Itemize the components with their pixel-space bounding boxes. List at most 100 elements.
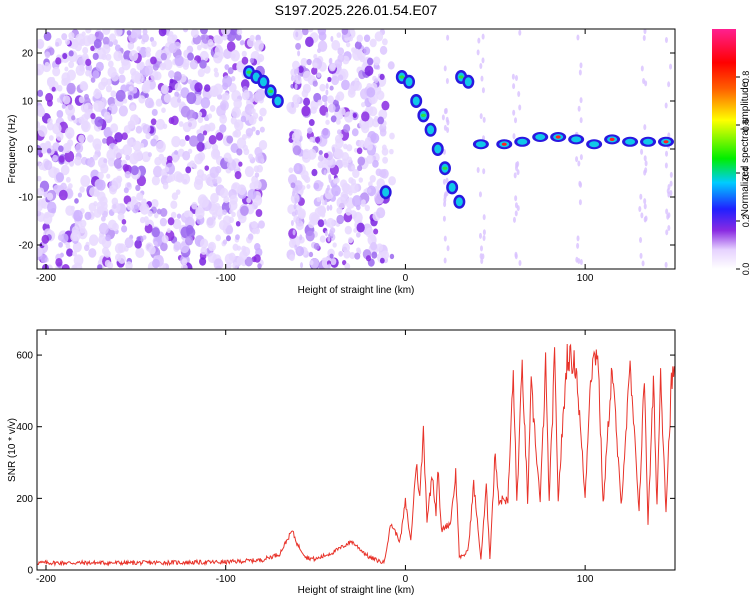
noise-blob xyxy=(150,138,157,147)
noise-blob xyxy=(295,220,304,231)
spectrogram-noise xyxy=(37,29,673,269)
noise-blob xyxy=(382,156,389,164)
noise-blob xyxy=(368,106,378,117)
noise-blob xyxy=(241,56,249,65)
noise-blob xyxy=(514,117,518,124)
noise-blob xyxy=(219,114,228,124)
noise-blob xyxy=(168,70,175,79)
noise-blob xyxy=(70,205,75,211)
noise-blob xyxy=(44,61,50,68)
noise-blob xyxy=(65,243,71,249)
noise-blob xyxy=(247,189,257,200)
noise-blob xyxy=(317,99,323,106)
noise-blob xyxy=(441,114,445,121)
noise-blob xyxy=(306,58,312,66)
snr-x-ticks: -200 -100 0 100 xyxy=(36,330,594,585)
noise-blob xyxy=(186,92,197,105)
noise-blob xyxy=(210,192,219,204)
noise-blob xyxy=(297,208,306,219)
noise-blob xyxy=(92,138,102,150)
noise-blob xyxy=(187,52,194,61)
noise-blob xyxy=(229,208,234,214)
noise-blob xyxy=(365,255,372,262)
noise-blob xyxy=(294,83,298,90)
y-tick-label: 200 xyxy=(16,494,33,505)
noise-blob xyxy=(55,41,60,47)
y-tick-label: 10 xyxy=(22,97,34,108)
signal-point-core xyxy=(427,125,435,135)
noise-blob xyxy=(211,143,219,152)
noise-blob xyxy=(296,67,300,74)
noise-blob xyxy=(225,225,234,235)
noise-blob xyxy=(37,210,42,217)
noise-blob xyxy=(230,49,240,62)
noise-blob xyxy=(87,33,97,45)
noise-blob xyxy=(665,150,669,157)
noise-blob xyxy=(249,34,255,42)
noise-blob xyxy=(330,115,337,123)
noise-blob xyxy=(576,34,580,41)
noise-blob xyxy=(214,71,220,78)
noise-blob xyxy=(136,236,141,242)
noise-blob xyxy=(579,97,583,104)
noise-blob xyxy=(75,33,85,46)
noise-blob xyxy=(356,147,363,155)
noise-blob xyxy=(240,205,249,216)
noise-blob xyxy=(344,225,352,235)
noise-blob xyxy=(203,43,209,50)
colorbar-gradient xyxy=(712,29,736,269)
noise-blob xyxy=(135,125,143,134)
noise-blob xyxy=(237,184,247,196)
noise-blob xyxy=(113,158,123,169)
noise-blob xyxy=(307,29,314,33)
noise-blob xyxy=(222,75,233,88)
x-tick-label: -100 xyxy=(216,574,236,585)
noise-blob xyxy=(363,46,371,56)
noise-blob xyxy=(37,125,48,137)
noise-blob xyxy=(294,244,298,251)
noise-blob xyxy=(238,161,243,167)
noise-blob xyxy=(155,118,166,130)
noise-blob xyxy=(87,134,94,143)
noise-blob xyxy=(106,149,116,161)
noise-blob xyxy=(55,258,63,267)
signal-point-core xyxy=(589,141,600,148)
noise-blob xyxy=(201,34,210,44)
signal-point-core xyxy=(448,182,456,192)
colorbar-tick-label: 0.4 xyxy=(741,167,750,180)
noise-blob xyxy=(325,89,329,96)
noise-blob xyxy=(481,253,485,260)
noise-blob xyxy=(102,138,107,144)
noise-blob xyxy=(575,156,579,163)
noise-blob xyxy=(332,242,337,248)
noise-blob xyxy=(37,144,42,156)
noise-blob xyxy=(131,87,138,94)
noise-blob xyxy=(480,75,484,82)
noise-blob xyxy=(669,171,673,178)
y-tick-label: -10 xyxy=(19,193,34,204)
noise-blob xyxy=(317,48,322,54)
noise-blob xyxy=(129,152,139,165)
noise-blob xyxy=(643,203,647,210)
noise-blob xyxy=(174,150,179,156)
signal-point-peak xyxy=(442,166,448,170)
noise-blob xyxy=(367,188,372,194)
noise-blob xyxy=(104,259,111,268)
noise-blob xyxy=(300,262,304,269)
noise-blob xyxy=(328,62,336,72)
noise-blob xyxy=(134,72,144,85)
noise-blob xyxy=(258,139,268,151)
noise-blob xyxy=(160,52,168,61)
noise-blob xyxy=(297,74,301,81)
noise-blob xyxy=(144,223,153,234)
noise-blob xyxy=(216,93,222,100)
noise-blob xyxy=(352,195,362,208)
noise-blob xyxy=(95,61,104,72)
noise-blob xyxy=(352,112,357,118)
noise-blob xyxy=(78,96,85,104)
noise-blob xyxy=(317,154,324,162)
noise-blob xyxy=(58,189,68,201)
noise-blob xyxy=(446,34,450,41)
noise-blob xyxy=(123,187,129,194)
noise-blob xyxy=(168,43,178,54)
